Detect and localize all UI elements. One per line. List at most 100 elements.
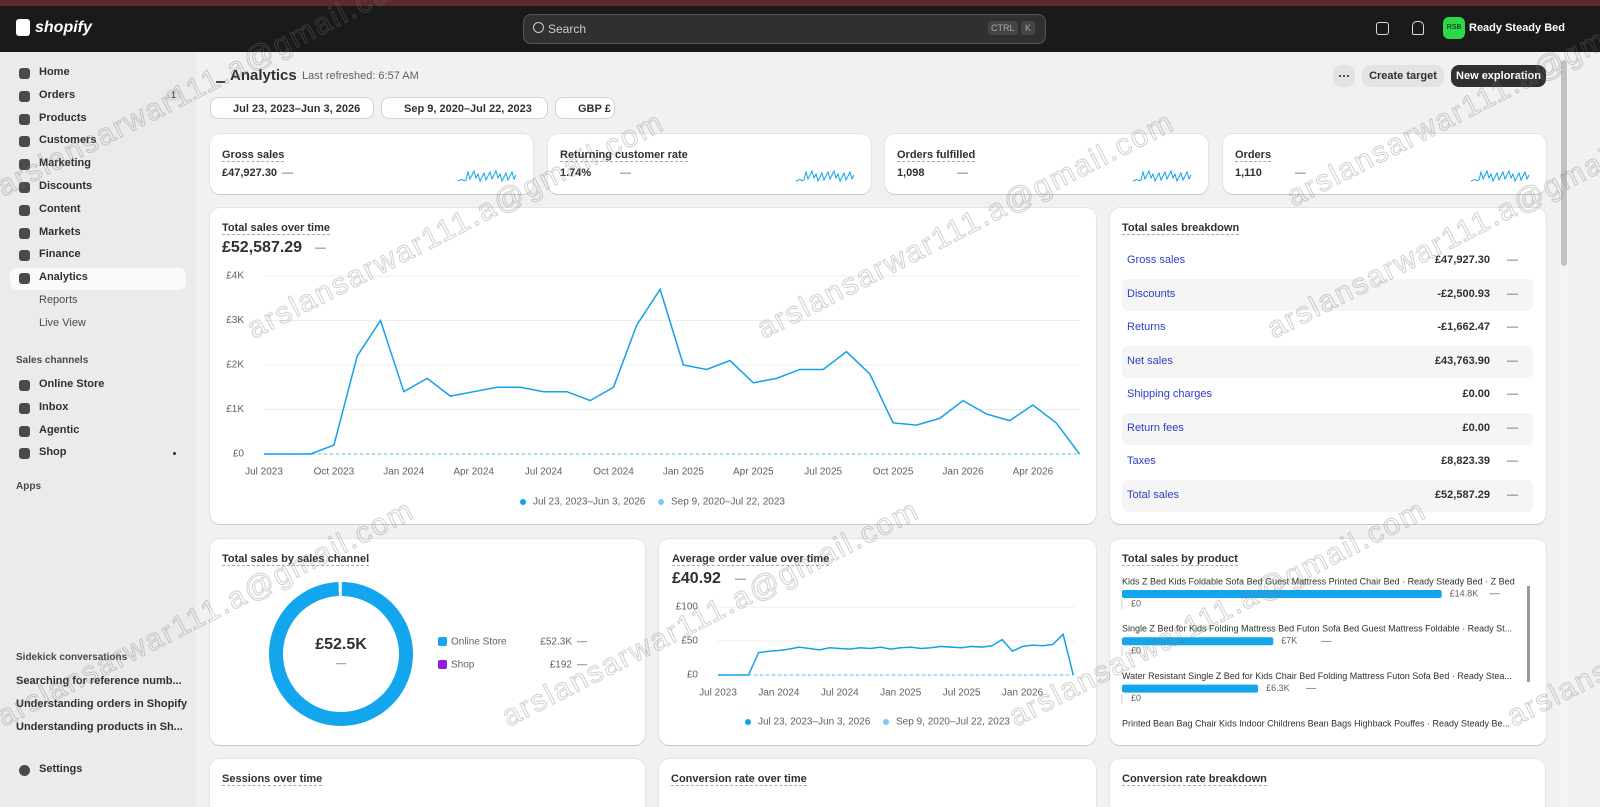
row-bg bbox=[1122, 412, 1533, 445]
brand-icon bbox=[16, 19, 30, 36]
nav-selected bbox=[10, 268, 186, 290]
dash: — bbox=[577, 637, 587, 648]
y-tick-label: £4K bbox=[226, 271, 244, 282]
breakdown-value: £47,927.30 bbox=[1434, 254, 1490, 266]
breakdown-label[interactable]: Return fees bbox=[1127, 421, 1184, 434]
bar bbox=[1122, 684, 1259, 693]
donut-segment bbox=[269, 582, 413, 726]
nav-item[interactable]: Analytics bbox=[39, 271, 88, 284]
watermark: arslansarwar111.a@gmail.com bbox=[1502, 493, 1600, 733]
conversation-item[interactable]: Searching for reference numb... bbox=[16, 675, 182, 687]
nav-icon bbox=[19, 250, 30, 262]
nav-heading[interactable]: Apps bbox=[16, 481, 41, 492]
breakdown-label[interactable]: Taxes bbox=[1127, 455, 1156, 467]
nav-sub-item[interactable]: Live View bbox=[39, 317, 86, 329]
bar-value-label: £7K bbox=[1281, 636, 1297, 646]
nav-sub-item[interactable]: Reports bbox=[39, 294, 78, 306]
dash: — bbox=[1507, 321, 1518, 333]
more-button[interactable] bbox=[1333, 65, 1355, 87]
nav-icon bbox=[19, 227, 30, 239]
breakdown-label[interactable]: Discounts bbox=[1127, 287, 1176, 300]
status-dot bbox=[173, 452, 176, 455]
store-name[interactable]: Ready Steady Bed bbox=[1469, 22, 1565, 34]
nav-item[interactable]: Shop bbox=[39, 446, 67, 459]
dash: — bbox=[1507, 354, 1518, 367]
sidekick-icon[interactable] bbox=[1376, 22, 1389, 35]
nav-item[interactable]: Orders bbox=[39, 88, 76, 101]
legend-label: Jul 23, 2023–Jun 3, 2026 bbox=[758, 717, 871, 728]
x-tick-label: £0 bbox=[1131, 646, 1141, 656]
filter-button[interactable]: GBP £ bbox=[555, 97, 615, 119]
sidebar bbox=[0, 52, 196, 807]
filter-button[interactable]: Jul 23, 2023–Jun 3, 2026 bbox=[210, 97, 374, 119]
x-tick-label: £0 bbox=[1131, 598, 1141, 608]
x-tick-label: Apr 2026 bbox=[1013, 467, 1054, 478]
nav-item[interactable]: Finance bbox=[39, 248, 81, 261]
breakdown-label[interactable]: Gross sales bbox=[1127, 254, 1186, 266]
nav-icon bbox=[19, 204, 30, 216]
dash: — bbox=[282, 167, 293, 179]
card bbox=[885, 134, 1208, 194]
scrollbar bbox=[1560, 52, 1568, 807]
product-name: Single Z Bed for Kids Folding Mattress B… bbox=[1122, 624, 1512, 634]
nav-icon bbox=[19, 765, 30, 776]
nav-heading[interactable]: Sidekick conversations bbox=[16, 652, 128, 663]
nav-item[interactable]: Settings bbox=[39, 763, 83, 775]
search-box[interactable] bbox=[523, 14, 1046, 44]
nav-item[interactable]: Home bbox=[39, 66, 70, 78]
nav-item[interactable]: Products bbox=[39, 111, 87, 124]
nav-icon bbox=[19, 380, 30, 391]
store-avatar[interactable]: RSB bbox=[1443, 17, 1465, 39]
x-tick-label: Jul 2023 bbox=[245, 467, 283, 478]
card-title: Average order value over time bbox=[672, 553, 830, 566]
x-tick-label: Jan 2024 bbox=[758, 688, 800, 699]
create-target-button[interactable]: Create target bbox=[1362, 65, 1444, 87]
nav-item[interactable]: Markets bbox=[39, 225, 81, 238]
filter-button[interactable]: Sep 9, 2020–Jul 22, 2023 bbox=[381, 97, 548, 119]
conversation-item[interactable]: Understanding orders in Shopify bbox=[16, 698, 188, 710]
kpi-title: Gross sales bbox=[222, 149, 285, 162]
x-tick-label: Jan 2025 bbox=[663, 467, 705, 478]
breakdown-label[interactable]: Total sales bbox=[1127, 488, 1179, 501]
nav-item[interactable]: Online Store bbox=[39, 378, 105, 390]
more-dots bbox=[1338, 75, 1350, 77]
dash: — bbox=[1507, 421, 1518, 434]
nav-item[interactable]: Agentic bbox=[39, 423, 80, 436]
card bbox=[1223, 134, 1546, 194]
card bbox=[1110, 759, 1545, 807]
x-tick-label: £0 bbox=[1131, 693, 1141, 703]
x-tick-label: Jul 2025 bbox=[943, 688, 981, 699]
nav-item[interactable]: Customers bbox=[39, 134, 97, 147]
legend-label: Jul 23, 2023–Jun 3, 2026 bbox=[533, 497, 646, 508]
top-stripe bbox=[0, 0, 1600, 6]
breakdown-value: £52,587.29 bbox=[1434, 488, 1490, 501]
breakdown-label[interactable]: Shipping charges bbox=[1127, 388, 1213, 400]
analytics-icon bbox=[216, 70, 225, 83]
breakdown-label[interactable]: Net sales bbox=[1127, 354, 1173, 367]
bar-value-label: £14.8K bbox=[1450, 588, 1479, 598]
card bbox=[210, 134, 533, 194]
conversation-item[interactable]: Understanding products in Sh... bbox=[16, 721, 183, 733]
legend-marker bbox=[745, 719, 751, 725]
nav-heading[interactable]: Sales channels bbox=[16, 355, 89, 366]
dash: — bbox=[1295, 167, 1306, 179]
new-exploration-button[interactable]: New exploration bbox=[1451, 65, 1546, 87]
breakdown-label[interactable]: Returns bbox=[1127, 321, 1166, 333]
nav-item[interactable]: Marketing bbox=[39, 157, 91, 170]
notifications-icon[interactable] bbox=[1412, 21, 1424, 35]
scroll-thumb[interactable] bbox=[1561, 60, 1567, 266]
search-placeholder: Search bbox=[548, 22, 587, 36]
nav-item[interactable]: Inbox bbox=[39, 400, 69, 413]
product-name: Water Resistant Single Z Bed for Kids Ch… bbox=[1122, 671, 1512, 681]
x-tick-label: Apr 2024 bbox=[453, 467, 494, 478]
nav-badge: 1 bbox=[166, 88, 182, 101]
search-icon bbox=[533, 22, 544, 33]
nav-item[interactable]: Content bbox=[39, 202, 81, 215]
x-tick-label: Oct 2023 bbox=[314, 467, 355, 478]
card bbox=[659, 759, 1096, 807]
nav-item[interactable]: Discounts bbox=[39, 180, 93, 192]
brand[interactable]: shopify bbox=[35, 19, 92, 36]
